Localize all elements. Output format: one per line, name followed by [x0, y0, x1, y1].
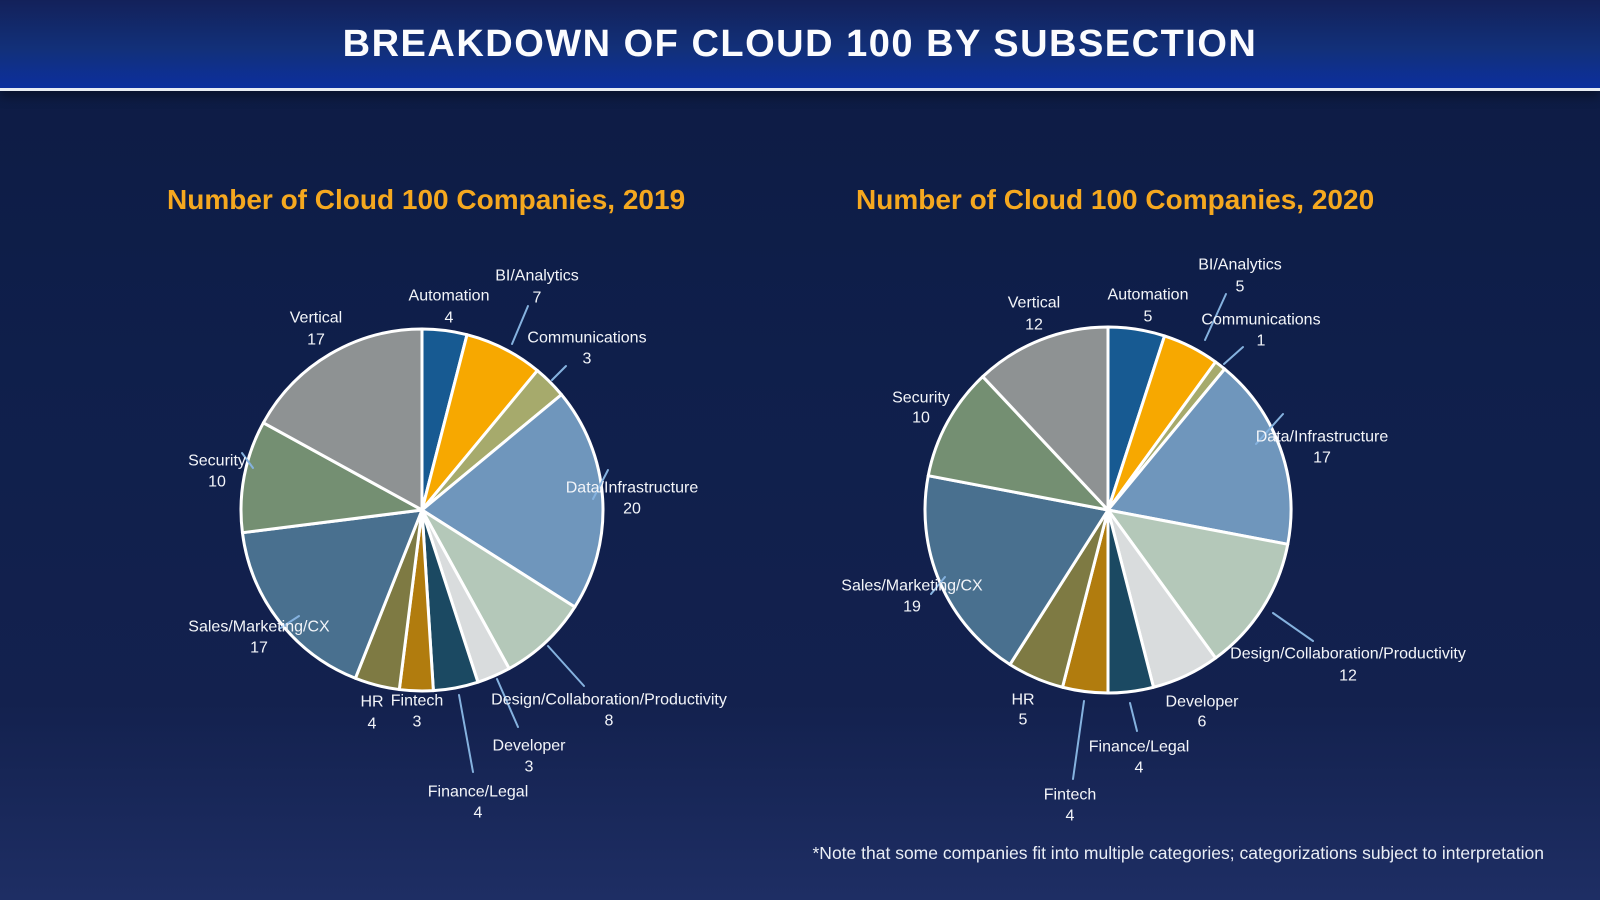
slice-2020-data-infrastructure: [1106, 367, 1293, 546]
label-2019-developer-value: 3: [525, 759, 534, 776]
leader-line-2019-sales-marketing-cx: [278, 615, 300, 630]
label-2019-security-name: Security: [188, 453, 246, 470]
label-2019-fintech-name: Fintech: [391, 693, 443, 710]
slice-2019-data-infrastructure: [420, 393, 605, 609]
slice-2019-design-collaboration-productivity: [420, 508, 577, 671]
label-2020-developer-value: 6: [1198, 714, 1207, 731]
label-2020-bi-analytics-value: 5: [1236, 279, 1245, 296]
label-2019-data-infrastructure-value: 20: [623, 501, 641, 518]
slice-2019-security: [239, 421, 424, 535]
label-2020-hr-value: 5: [1019, 712, 1028, 729]
label-2019-sales-marketing-cx-value: 17: [250, 640, 268, 657]
slice-2019-vertical: [261, 327, 424, 512]
pie-chart-2019: Automation 4 BI/Analytics 7 Communications 3 D…: [188, 268, 727, 822]
label-2020-automation-value: 5: [1144, 309, 1153, 326]
label-2020-vertical-name: Vertical: [1008, 295, 1060, 312]
leader-line-2020-fintech: [1072, 700, 1085, 780]
leader-line-2020-communications: [1223, 346, 1244, 365]
leader-line-2019-design-collaboration-productivity: [547, 645, 585, 687]
leader-line-2019-communications: [551, 365, 567, 381]
leader-line-2020-finance-legal: [1129, 702, 1138, 732]
label-2019-finance-legal-value: 4: [474, 805, 483, 822]
label-2019-automation-value: 4: [445, 310, 454, 327]
label-2020-developer-name: Developer: [1166, 694, 1240, 711]
label-2019-bi-analytics-value: 7: [533, 290, 542, 307]
label-2019-design-collaboration-productivity-value: 8: [605, 713, 614, 730]
label-2019-bi-analytics-name: BI/Analytics: [495, 268, 579, 285]
pie-chart-2020: Automation 5 BI/Analytics 5 Communications 1 D…: [841, 257, 1466, 825]
leader-line-2019-security: [241, 452, 254, 469]
slice-2020-vertical: [981, 325, 1110, 512]
label-2020-communications-value: 1: [1257, 333, 1266, 350]
label-2019-sales-marketing-cx-name: Sales/Marketing/CX: [188, 619, 330, 636]
label-2020-finance-legal-value: 4: [1135, 760, 1144, 777]
label-2019-data-infrastructure-name: Data/Infrastructure: [566, 480, 699, 497]
leader-line-2020-bi-analytics: [1204, 293, 1227, 341]
leader-line-2019-developer: [496, 678, 519, 728]
label-2019-design-collaboration-productivity-name: Design/Collaboration/Productivity: [491, 692, 727, 709]
label-2020-design-collaboration-productivity-name: Design/Collaboration/Productivity: [1230, 646, 1466, 663]
leader-line-2019-finance-legal: [458, 694, 474, 773]
slide-title: BREAKDOWN OF CLOUD 100 BY SUBSECTION: [342, 22, 1258, 65]
label-2020-hr-name: HR: [1011, 692, 1034, 709]
slice-2020-security: [926, 375, 1110, 512]
label-2020-data-infrastructure-name: Data/Infrastructure: [1256, 429, 1389, 446]
label-2020-security-name: Security: [892, 390, 950, 407]
label-2019-hr-value: 4: [368, 716, 377, 733]
label-2020-automation-name: Automation: [1108, 287, 1189, 304]
label-2019-finance-legal-name: Finance/Legal: [428, 784, 529, 801]
label-2020-vertical-value: 12: [1025, 317, 1043, 334]
label-2020-security-value: 10: [912, 410, 930, 427]
label-2020-design-collaboration-productivity-value: 12: [1339, 668, 1357, 685]
label-2020-data-infrastructure-value: 17: [1313, 450, 1331, 467]
label-2019-communications-name: Communications: [527, 330, 646, 347]
label-2020-sales-marketing-cx-value: 19: [903, 599, 921, 616]
label-2019-security-value: 10: [208, 474, 226, 491]
label-2020-communications-name: Communications: [1201, 312, 1320, 329]
label-2020-bi-analytics-name: BI/Analytics: [1198, 257, 1282, 274]
leader-line-2019-data-infrastructure: [592, 469, 609, 500]
leader-line-2019-bi-analytics: [511, 305, 529, 345]
footnote: *Note that some companies fit into multi…: [812, 843, 1545, 863]
chart-title-2020: Number of Cloud 100 Companies, 2020: [856, 184, 1375, 215]
label-2019-hr-name: HR: [360, 694, 383, 711]
leader-line-2020-sales-marketing-cx: [930, 576, 946, 595]
slice-2020-design-collaboration-productivity: [1106, 508, 1290, 660]
label-2019-vertical-name: Vertical: [290, 310, 342, 327]
leader-line-2020-design-collaboration-productivity: [1272, 612, 1314, 642]
chart-title-2019: Number of Cloud 100 Companies, 2019: [167, 184, 686, 215]
leader-line-2020-data-infrastructure: [1255, 413, 1284, 445]
label-2019-automation-name: Automation: [409, 288, 490, 305]
label-2019-vertical-value: 17: [307, 332, 325, 349]
label-2020-finance-legal-name: Finance/Legal: [1089, 739, 1190, 756]
label-2019-communications-value: 3: [583, 351, 592, 368]
header-banner: BREAKDOWN OF CLOUD 100 BY SUBSECTION: [0, 0, 1600, 91]
label-2019-fintech-value: 3: [413, 714, 422, 731]
label-2020-sales-marketing-cx-name: Sales/Marketing/CX: [841, 578, 983, 595]
label-2020-fintech-name: Fintech: [1044, 787, 1096, 804]
slice-2019-sales-marketing-cx: [240, 508, 424, 680]
label-2019-developer-name: Developer: [493, 738, 567, 755]
label-2020-fintech-value: 4: [1066, 808, 1075, 825]
